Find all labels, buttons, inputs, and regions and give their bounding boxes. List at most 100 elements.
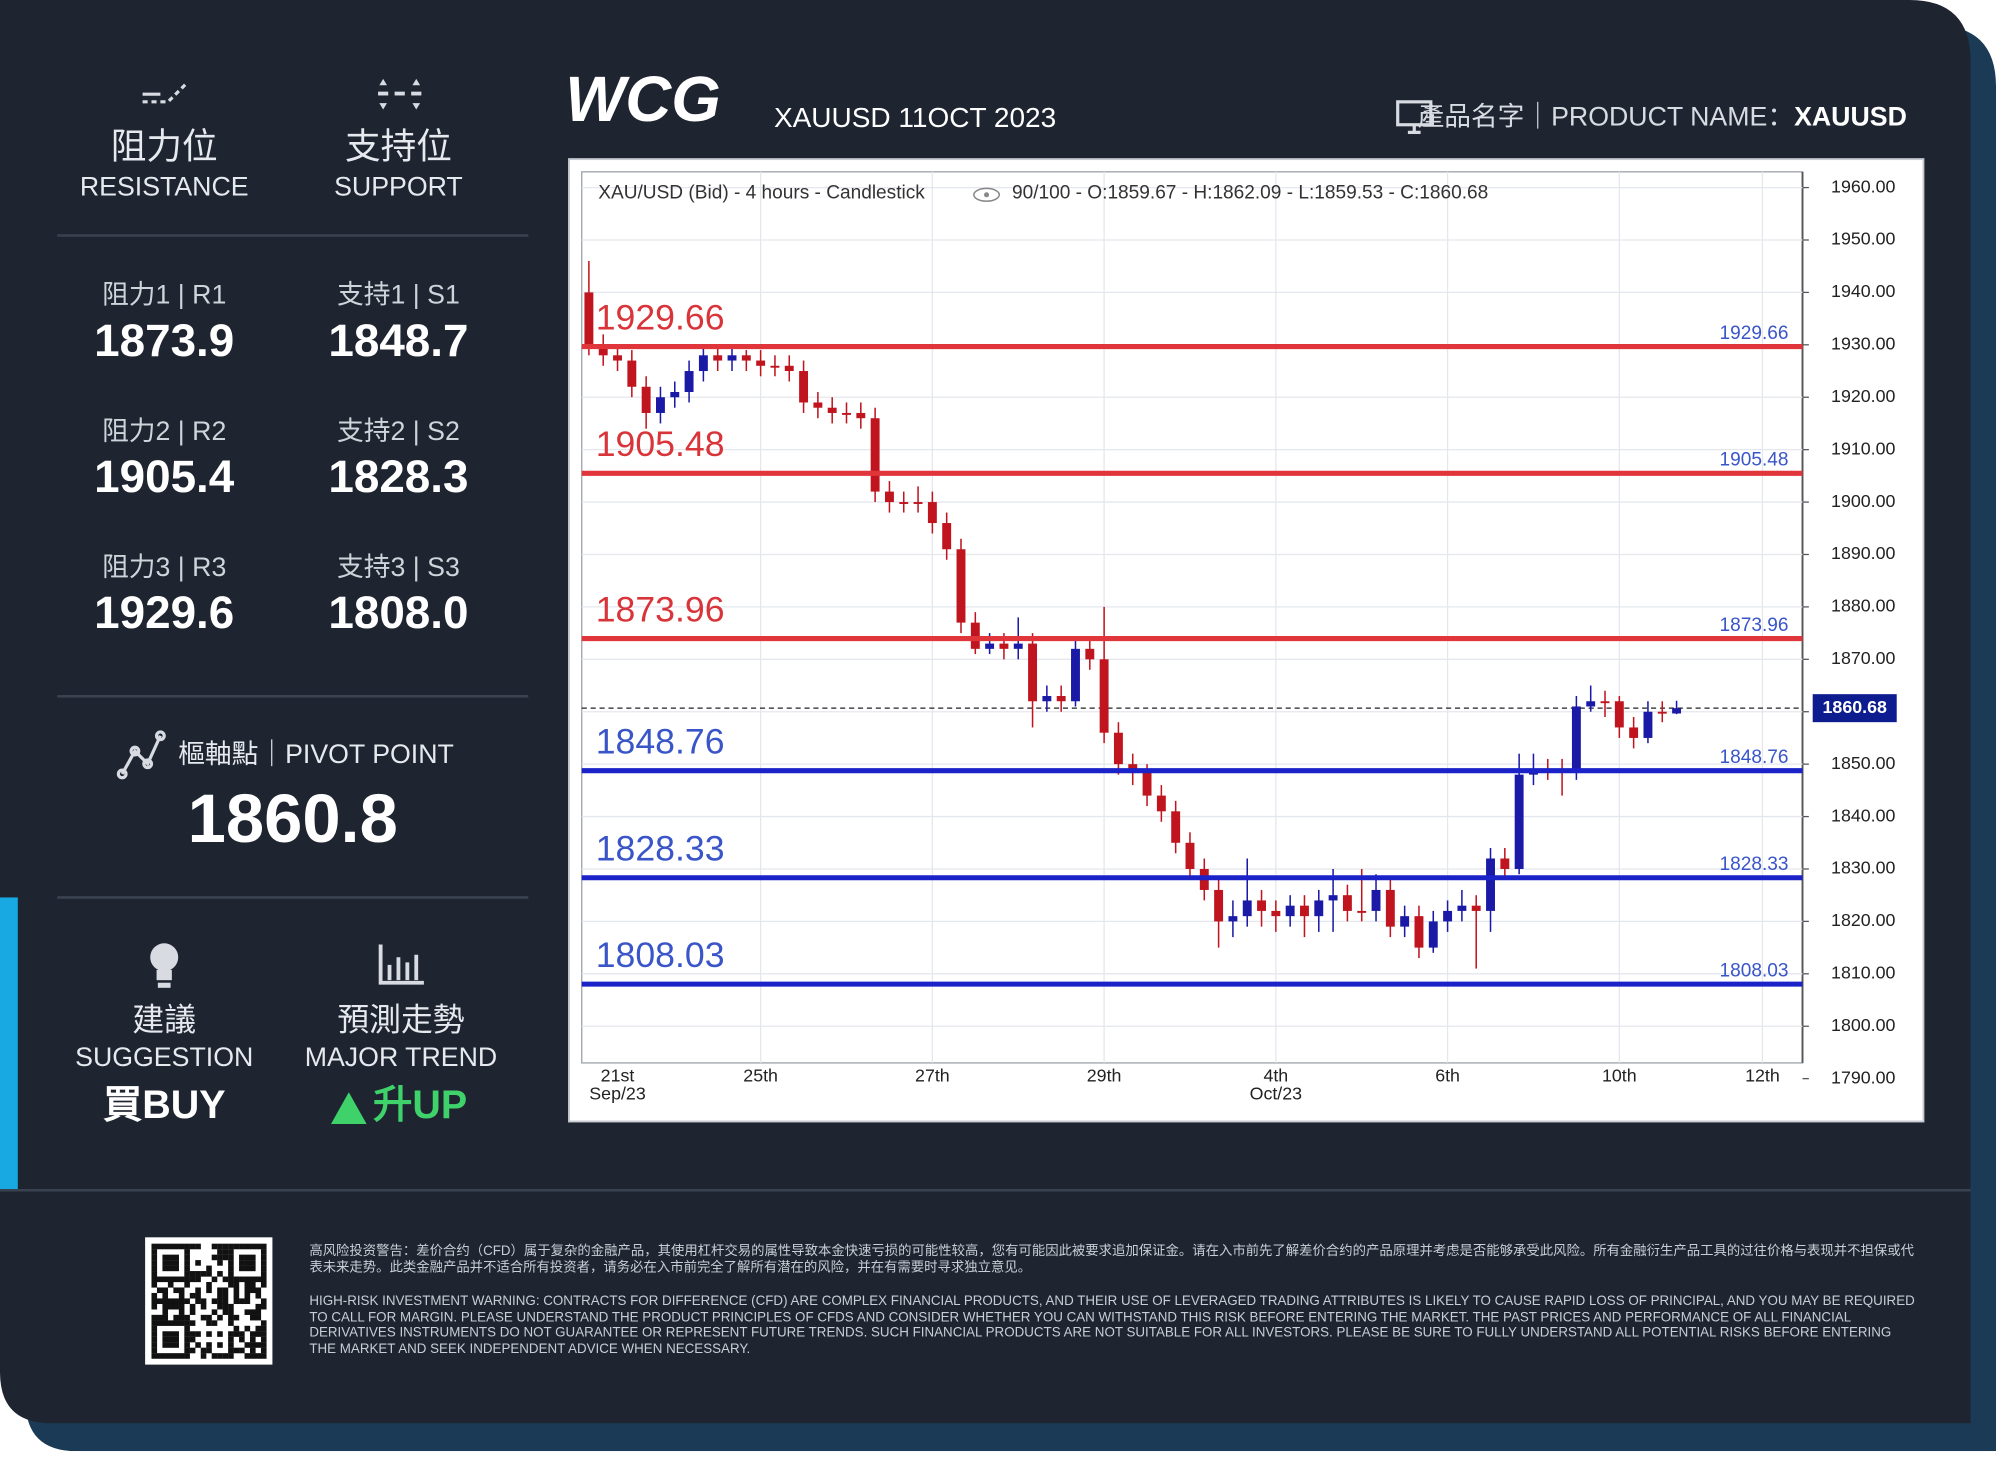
- qr-cell: [260, 1298, 267, 1305]
- qr-cell: [151, 1342, 158, 1348]
- candle-body: [1672, 708, 1682, 714]
- qr-cell: [151, 1281, 158, 1288]
- qr-cell: [173, 1353, 179, 1359]
- qr-cell: [250, 1314, 256, 1321]
- candle-body: [713, 355, 723, 361]
- qr-cell: [195, 1342, 201, 1348]
- qr-cell: [184, 1320, 190, 1326]
- qr-cell: [244, 1287, 251, 1294]
- candle-body: [1643, 711, 1653, 738]
- qr-cell: [151, 1303, 158, 1310]
- qr-cell: [167, 1320, 174, 1326]
- qr-cell: [250, 1281, 256, 1288]
- qr-cell: [184, 1331, 190, 1337]
- qr-cell: [200, 1347, 207, 1354]
- qr-cell: [217, 1298, 223, 1305]
- y-tick-label: 1840.00: [1831, 805, 1895, 825]
- qr-cell: [167, 1243, 174, 1250]
- candle-body: [727, 355, 737, 361]
- level-label: 支持3 | S3: [337, 552, 460, 582]
- candle-body: [999, 643, 1009, 649]
- qr-cell: [206, 1271, 212, 1277]
- qr-cell: [244, 1281, 251, 1288]
- bulb-icon: [150, 943, 179, 988]
- y-tick-label: 1870.00: [1831, 648, 1895, 668]
- candle-body: [1242, 900, 1252, 917]
- candle-body: [698, 355, 708, 372]
- qr-cell: [173, 1260, 179, 1266]
- qr-cell: [173, 1342, 179, 1348]
- level-label: 阻力1 | R1: [102, 280, 226, 310]
- y-tick-label: 1930.00: [1831, 334, 1895, 354]
- up-arrow: [330, 1092, 367, 1125]
- qr-cell: [184, 1249, 190, 1255]
- trend-zh: 預測走勢: [337, 1002, 464, 1038]
- candle-body: [1285, 905, 1295, 917]
- qr-cell: [156, 1314, 163, 1321]
- candle-body: [884, 491, 894, 503]
- qr-cell: [255, 1331, 262, 1337]
- qr-cell: [162, 1298, 169, 1305]
- qr-cell: [260, 1276, 267, 1283]
- resistance-icon: [142, 82, 187, 104]
- qr-cell: [260, 1243, 267, 1250]
- qr-cell: [173, 1331, 179, 1337]
- qr-cell: [162, 1243, 169, 1250]
- candle-body: [956, 549, 966, 623]
- qr-pattern: [151, 1243, 267, 1359]
- candle-body: [1371, 889, 1381, 911]
- candle-body: [899, 502, 909, 504]
- qr-cell: [167, 1298, 174, 1305]
- candle-body: [985, 643, 995, 649]
- y-tick-label: 1800.00: [1831, 1015, 1895, 1035]
- qr-cell: [260, 1260, 267, 1266]
- candle-body: [1414, 916, 1424, 948]
- level-label: 1873.96: [596, 589, 725, 629]
- qr-cell: [228, 1347, 234, 1354]
- qr-cell: [173, 1320, 179, 1326]
- level-value: 1905.4: [94, 451, 235, 502]
- qr-cell: [151, 1320, 158, 1326]
- qr-cell: [162, 1254, 169, 1261]
- candle-body: [1042, 696, 1052, 702]
- qr-cell: [239, 1276, 245, 1283]
- qr-cell: [206, 1314, 212, 1321]
- level-value: 1873.9: [94, 315, 234, 366]
- qr-cell: [151, 1347, 158, 1354]
- qr-cell: [239, 1243, 245, 1250]
- qr-cell: [228, 1320, 234, 1326]
- qr-cell: [260, 1254, 267, 1261]
- candle-body: [1128, 764, 1138, 770]
- level-label: 1808.03: [596, 935, 725, 975]
- qr-cell: [222, 1249, 229, 1255]
- disclaimer: 高风险投资警告：差价合约（CFD）属于复杂的金融产品，其使用杠杆交易的属性导致本…: [309, 1244, 1919, 1357]
- qr-cell: [255, 1243, 262, 1250]
- qr-cell: [151, 1276, 158, 1283]
- qr-cell: [151, 1254, 158, 1261]
- qr-cell: [151, 1314, 158, 1321]
- candle-body: [842, 412, 851, 415]
- qr-cell: [228, 1331, 234, 1337]
- qr-cell: [244, 1342, 251, 1348]
- y-tick-label: 1830.00: [1831, 858, 1895, 878]
- qr-cell: [217, 1271, 223, 1277]
- qr-cell: [244, 1292, 251, 1299]
- qr-cell: [244, 1243, 251, 1250]
- qr-cell: [239, 1265, 245, 1272]
- candle-body: [1657, 711, 1667, 714]
- x-tick-sublabel: Oct/23: [1250, 1083, 1303, 1103]
- candle-body: [756, 360, 766, 366]
- candle-body: [970, 622, 980, 649]
- qr-cell: [173, 1276, 179, 1283]
- candle-body: [670, 391, 680, 398]
- support-zh: 支持位: [345, 126, 452, 166]
- qr-cell: [222, 1353, 229, 1359]
- qr-cell: [206, 1320, 212, 1326]
- qr-cell: [250, 1309, 256, 1315]
- qr-cell: [156, 1287, 163, 1294]
- qr-cell: [200, 1298, 207, 1305]
- qr-cell: [239, 1331, 245, 1337]
- qr-cell: [217, 1303, 223, 1310]
- candle-body: [1085, 648, 1095, 660]
- qr-cell: [211, 1320, 218, 1326]
